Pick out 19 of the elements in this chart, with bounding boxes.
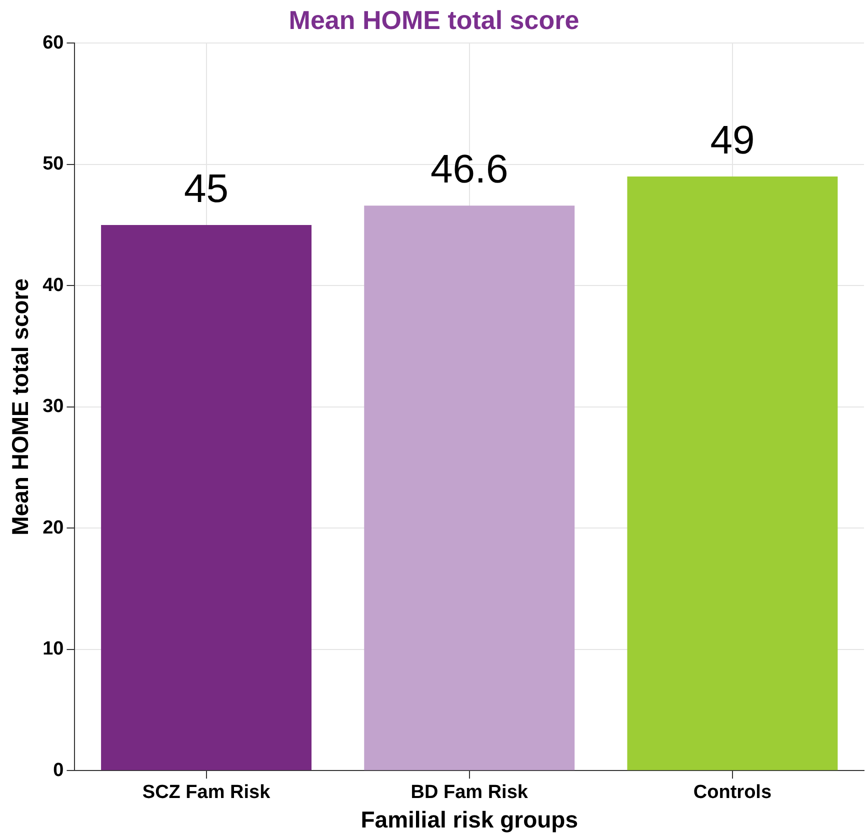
bar [101,225,312,770]
chart-title: Mean HOME total score [288,4,580,35]
y-tick-label: 10 [42,638,64,660]
bar [627,176,838,770]
x-tick-label: BD Fam Risk [410,782,528,804]
y-tick-label: 40 [42,274,64,296]
x-axis-title: Familial risk groups [360,806,578,833]
y-tick-label: 50 [42,154,64,175]
bar [364,206,575,770]
x-tick-label: SCZ Fam Risk [142,782,271,804]
y-tick-label: 30 [42,396,64,418]
data-label: 49 [710,118,755,163]
y-tick-label: 20 [42,517,64,538]
y-tick-label: 0 [53,760,64,781]
data-label: 45 [184,167,229,212]
y-axis-title: Mean HOME total score [7,278,34,536]
data-label: 46.6 [430,148,508,192]
x-tick-label: Controls [693,782,772,804]
y-tick-label: 60 [42,32,64,54]
